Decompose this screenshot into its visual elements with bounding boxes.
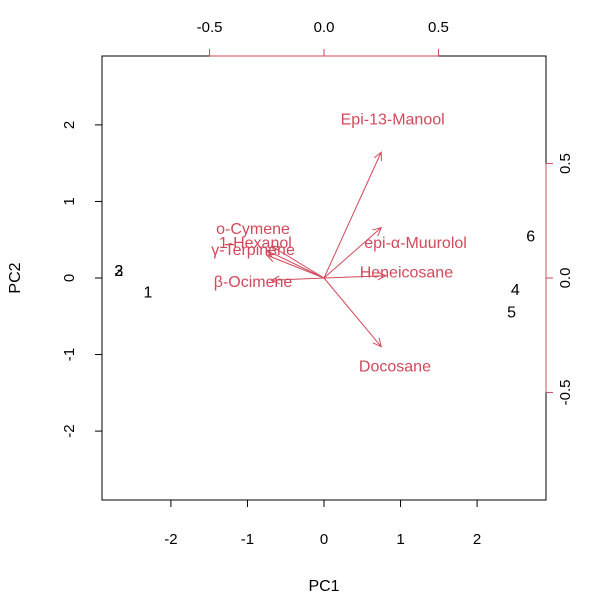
observation-label: 3 (114, 263, 123, 280)
x-axis-title: PC1 (308, 578, 339, 595)
bottom-tick-label: 1 (396, 531, 404, 548)
variable-label: o-Cymene (216, 221, 290, 238)
right-tick-label: 0.0 (557, 268, 574, 289)
right-axis: -0.5 0.0 0.5 (545, 153, 574, 406)
top-axis: -0.5 0.0 0.5 (197, 19, 449, 57)
bottom-axis: -2 -1 0 1 2 (164, 499, 481, 548)
right-tick-label: 0.5 (557, 153, 574, 174)
left-axis: -2 -1 0 1 2 (61, 121, 103, 438)
observation-label: 1 (143, 285, 152, 302)
observation-label: 4 (511, 282, 520, 299)
top-tick-label: -0.5 (197, 19, 223, 36)
bottom-tick-label: 0 (320, 531, 328, 548)
variable-label: Heneicosane (360, 265, 454, 282)
variable-label: epi-α-Muurolol (364, 235, 467, 252)
observation-label: 2 (114, 263, 123, 280)
y-axis-title: PC2 (7, 262, 24, 293)
variable-labels: Epi-13-Manool o-Cymene1-Hexanolγ-Terpinen… (211, 111, 467, 375)
left-tick-label: 0 (61, 274, 78, 282)
loading-arrow (323, 271, 387, 281)
loading-arrow (323, 151, 382, 279)
observation-label: 5 (507, 304, 516, 321)
loading-arrow (270, 275, 325, 285)
variable-label: γ-Terpinene (211, 242, 295, 259)
variable-label: Epi-13-Manool (341, 111, 445, 128)
observation-label: 6 (526, 229, 535, 246)
variable-label: 1-Hexanol (219, 235, 292, 252)
bottom-tick-label: 2 (473, 531, 481, 548)
top-tick-label: 0.5 (428, 19, 449, 36)
right-tick-label: -0.5 (557, 380, 574, 406)
variable-label: β-Ocimene (214, 274, 293, 291)
left-tick-label: -2 (61, 424, 78, 437)
loading-arrow (323, 226, 383, 279)
bottom-tick-label: -1 (241, 531, 254, 548)
left-tick-label: 1 (61, 197, 78, 205)
top-tick-label: 0.0 (314, 19, 335, 36)
loading-arrow (323, 277, 382, 348)
loading-arrow (265, 254, 325, 279)
bottom-tick-label: -2 (164, 531, 177, 548)
left-tick-label: 2 (61, 121, 78, 129)
variable-label: Docosane (359, 358, 431, 375)
left-tick-label: -1 (61, 348, 78, 361)
loading-arrows (265, 151, 387, 348)
